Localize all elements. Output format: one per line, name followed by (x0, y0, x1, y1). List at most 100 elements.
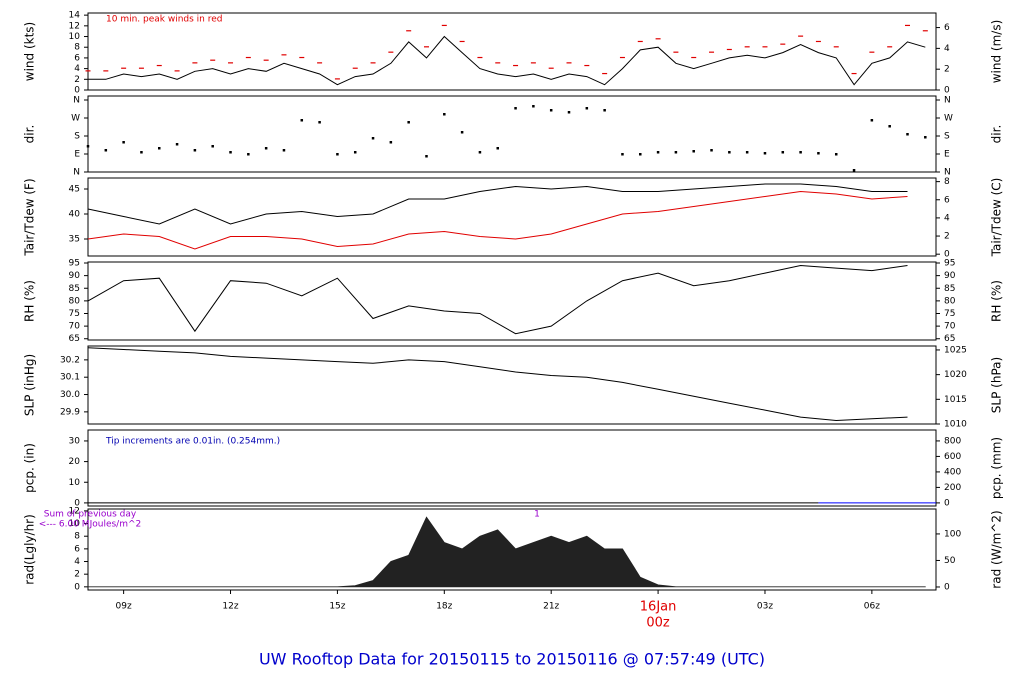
x-tick-label: 09z (116, 602, 132, 612)
dir-point (371, 137, 375, 140)
y-tick-label: 10 (69, 519, 81, 529)
line (87, 190, 908, 250)
peak-dash (887, 46, 893, 48)
peak-dash (228, 62, 234, 64)
y2-tick-label: 75 (944, 309, 955, 319)
y-tick-label: 90 (69, 271, 81, 281)
dir-point (264, 147, 268, 150)
peak-dash (352, 67, 358, 69)
peak-dash (138, 67, 144, 69)
y2-tick-label: 4 (944, 213, 950, 223)
y2-tick-label: W (944, 114, 953, 124)
peak-dash (477, 56, 483, 59)
panel-frame (87, 177, 937, 257)
peak-dash (299, 56, 305, 59)
peak-dash (406, 30, 412, 32)
y-tick-label: 30.1 (60, 373, 80, 383)
dir-point (728, 151, 731, 154)
dir-point (692, 150, 695, 153)
x-tick-label: 15z (329, 602, 345, 612)
y-tick-label: S (74, 132, 80, 142)
dir-point (549, 109, 553, 112)
y2-tick-label: 100 (944, 529, 961, 539)
y2-tick-label: 4 (944, 44, 950, 54)
y2-axis-label: SLP (hPa) (990, 357, 1004, 413)
x-tick-label: 00z (646, 616, 670, 631)
peak-dash (245, 56, 251, 59)
y-axis-label: pcp. (in) (23, 443, 37, 493)
y-tick-label: 10 (69, 478, 81, 488)
peak-dash (317, 62, 323, 64)
dir-point (656, 151, 660, 154)
dir-point (924, 136, 927, 139)
y-tick-label: 30.2 (60, 355, 80, 365)
y2-tick-label: 1015 (944, 395, 967, 405)
dir-point (300, 119, 304, 122)
y-tick-label: 70 (69, 322, 81, 332)
y-tick-label: 12 (69, 506, 80, 516)
dir-point (621, 153, 624, 156)
dir-point (817, 152, 820, 155)
peak-dash (619, 56, 625, 59)
x-tick-label: 12z (222, 602, 238, 612)
peak-dash (566, 62, 572, 64)
panel-frame (87, 95, 937, 173)
y-tick-label: N (73, 168, 80, 178)
dir-point (585, 107, 589, 110)
peak-dash (726, 48, 732, 51)
dir-point (336, 153, 339, 156)
area (87, 516, 926, 588)
y2-tick-label: 0 (944, 86, 950, 96)
y2-axis-label: rad (W/m^2) (990, 510, 1004, 588)
dir-point (104, 149, 108, 152)
dir-point (639, 153, 642, 156)
line (87, 183, 908, 225)
dir-point (496, 147, 499, 150)
dir-point (389, 141, 393, 144)
panel-frame (87, 12, 937, 91)
y-axis-label: rad(Lgly/hr) (23, 514, 37, 585)
dir-point (852, 169, 856, 172)
y-tick-label: 40 (69, 210, 81, 220)
dir-point (799, 151, 802, 154)
y2-tick-label: 85 (944, 284, 955, 294)
y-axis-label: RH (%) (23, 280, 37, 322)
y-tick-label: N (73, 96, 80, 106)
peak-dash (174, 70, 180, 72)
x-tick-label: 06z (864, 602, 880, 612)
peak-dash (691, 56, 697, 59)
dir-point (443, 113, 446, 116)
y-axis-label: dir. (23, 125, 37, 144)
y2-tick-label: 1010 (944, 420, 967, 430)
y-tick-label: 0 (74, 582, 80, 592)
y-tick-label: 10 (69, 32, 81, 42)
y-tick-label: 80 (69, 296, 81, 306)
peak-dash (922, 30, 928, 32)
dir-point (674, 151, 678, 154)
y2-tick-label: S (944, 132, 950, 142)
dir-point (353, 151, 357, 154)
y-tick-label: 14 (69, 11, 81, 21)
dir-point (247, 153, 250, 156)
dir-point (460, 131, 464, 134)
peak-dash (156, 64, 162, 67)
y2-tick-label: N (944, 168, 951, 178)
peak-dash (370, 62, 376, 64)
y2-tick-label: 800 (944, 436, 961, 446)
y-tick-label: W (71, 114, 80, 124)
y2-axis-label: wind (m/s) (990, 20, 1004, 84)
y2-tick-label: 50 (944, 556, 956, 566)
x-tick-label: 03z (757, 602, 773, 612)
peak-dash (441, 24, 447, 27)
peak-dash (548, 67, 554, 69)
dir-point (710, 149, 713, 152)
y2-tick-label: 600 (944, 452, 961, 462)
dir-point (140, 151, 143, 154)
y2-tick-label: 2 (944, 232, 950, 242)
y2-tick-label: 2 (944, 65, 950, 75)
x-date-label: 16Jan (640, 600, 677, 615)
peak-dash (780, 43, 786, 45)
y-tick-label: 8 (74, 532, 80, 542)
y-tick-label: 0 (74, 86, 80, 96)
